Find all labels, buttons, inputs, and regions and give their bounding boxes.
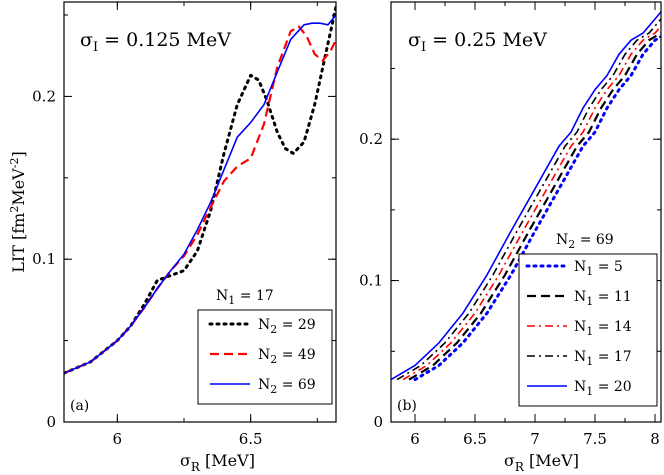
panel-a-tag: (a) <box>70 398 89 414</box>
panel-b-ticks: 6 6.5 7 7.5 8 0 0.1 0.2 <box>359 2 661 448</box>
panel-b-legend-label-4: N1 = 17 <box>574 349 632 368</box>
panel-b-legend-box <box>518 253 658 407</box>
panel-b-series <box>391 11 661 382</box>
panel-a-x-axis-label: σR [MeV] <box>180 451 255 474</box>
panel-b-x-tick-label: 7 <box>530 430 540 448</box>
panel-b-x-tick-label: 6.5 <box>463 430 487 448</box>
panel-b-y-tick-label: 0.2 <box>359 130 383 148</box>
panel-b-x-tick-label: 8 <box>650 430 660 448</box>
panel-a-legend: N2 = 29 N2 = 49 N2 = 69 <box>208 317 316 396</box>
panel-a-ticks: 6 6.5 0 0.1 0.2 <box>32 2 336 448</box>
panel-a-legend-box <box>197 309 333 405</box>
panel-b-y-tick-label: 0.1 <box>359 272 383 290</box>
panel-b-legend-title: N2 = 69 <box>556 232 614 251</box>
panel-b-legend-label-1: N1 = 5 <box>574 259 623 278</box>
panel-a-y-tick-label: 0.2 <box>32 87 56 105</box>
panel-a-series-line-2 <box>64 25 336 375</box>
panel-b-title: σI = 0.25 MeV <box>408 29 547 55</box>
panel-a-legend-label-1: N2 = 29 <box>258 317 316 336</box>
panel-a-y-tick-label: 0 <box>46 413 56 431</box>
panel-a-x-tick-label: 6 <box>113 430 123 448</box>
panel-b-series-line-2 <box>408 31 661 381</box>
panel-b-y-tick-label: 0 <box>373 413 383 431</box>
panel-a-x-tick-label: 6.5 <box>239 430 263 448</box>
panel-b-x-axis-label: σR [MeV] <box>504 451 579 474</box>
panel-a-y-tick-label: 0.1 <box>32 250 56 268</box>
panel-b-series-line-1 <box>413 34 661 382</box>
y-axis-label: LIT [fm2MeV-2] <box>8 151 28 272</box>
panel-b-legend-label-5: N1 = 20 <box>574 379 632 398</box>
panel-b-series-line-3 <box>402 24 661 381</box>
panel-a-frame <box>63 1 337 423</box>
panel-b: 6 6.5 7 7.5 800.10.2 σI = 0.25 MeV σR [MeV] … <box>359 1 662 474</box>
panel-b-x-tick-label: 7.5 <box>583 430 607 448</box>
panel-b-series-line-4 <box>396 17 661 381</box>
panel-b-legend-label-2: N1 = 11 <box>574 289 632 308</box>
panel-a-legend-label-3: N2 = 69 <box>258 377 316 396</box>
panel-b-tag: (b) <box>397 398 417 414</box>
panel-a-legend-title: N1 = 17 <box>216 288 274 307</box>
panel-a: 6 6.500.10.2 σI = 0.125 MeV σR [MeV] (a) … <box>32 1 337 474</box>
panel-b-series-line-5 <box>391 11 661 381</box>
panel-a-legend-label-2: N2 = 49 <box>258 347 316 366</box>
panel-a-series-line-3 <box>64 14 336 374</box>
panel-b-frame <box>390 1 662 423</box>
panel-a-series <box>64 5 336 375</box>
panel-a-title: σI = 0.125 MeV <box>80 29 231 55</box>
panel-b-x-tick-label: 6 <box>410 430 420 448</box>
panel-b-legend: N1 = 5 N1 = 11 N1 = 14 N1 = 17 N1 = 20 <box>525 259 632 398</box>
panel-b-legend-label-3: N1 = 14 <box>574 319 632 338</box>
panel-a-series-line-1 <box>64 5 336 375</box>
